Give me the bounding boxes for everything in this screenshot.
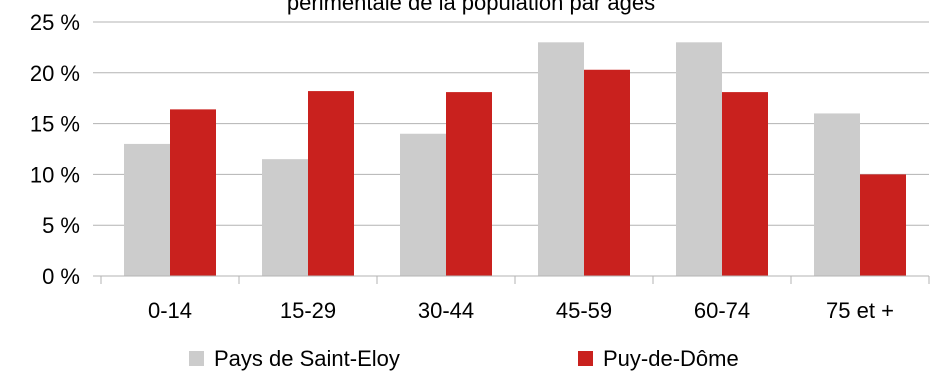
x-category-label: 60-74: [694, 298, 750, 323]
bar-pays-de-saint-eloy: [124, 143, 170, 276]
bar-pays-de-saint-eloy: [676, 42, 722, 276]
bar-puy-de-dome: [584, 69, 630, 276]
x-category-label: 30-44: [418, 298, 474, 323]
bar-puy-de-dome: [446, 92, 492, 276]
x-axis: [100, 275, 930, 284]
bars: [124, 42, 906, 276]
bar-pays-de-saint-eloy: [814, 113, 860, 276]
bar-puy-de-dome: [170, 109, 216, 276]
x-category-label: 75 et +: [826, 298, 894, 323]
x-category-label: 0-14: [148, 298, 192, 323]
y-tick-label: 20 %: [30, 61, 80, 86]
bar-puy-de-dome: [722, 92, 768, 276]
y-tick-label: 0 %: [42, 264, 80, 289]
legend-label: Puy-de-Dôme: [603, 346, 739, 371]
legend-swatch: [578, 351, 593, 366]
bar-pays-de-saint-eloy: [262, 159, 308, 276]
legend-label: Pays de Saint-Eloy: [214, 346, 400, 371]
x-axis-category-labels: 0-14 15-29 30-44 45-59 60-74 75 et +: [148, 298, 894, 323]
gridlines: [93, 21, 929, 277]
y-tick-label: 10 %: [30, 162, 80, 187]
bar-pays-de-saint-eloy: [400, 133, 446, 276]
legend: Pays de Saint-Eloy Puy-de-Dôme: [189, 346, 739, 371]
legend-swatch: [189, 351, 204, 366]
chart-title-layer: périmentale de la population par âges: [287, 0, 655, 15]
y-tick-label: 5 %: [42, 213, 80, 238]
x-category-label: 15-29: [280, 298, 336, 323]
chart-title: périmentale de la population par âges: [287, 0, 655, 15]
y-tick-label: 15 %: [30, 112, 80, 137]
bar-puy-de-dome: [860, 174, 906, 276]
bar-pays-de-saint-eloy: [538, 42, 584, 276]
bar-puy-de-dome: [308, 91, 354, 276]
y-tick-label: 25 %: [30, 10, 80, 35]
x-category-label: 45-59: [556, 298, 612, 323]
y-axis-tick-labels: 0 % 5 % 10 % 15 % 20 % 25 %: [30, 10, 80, 289]
